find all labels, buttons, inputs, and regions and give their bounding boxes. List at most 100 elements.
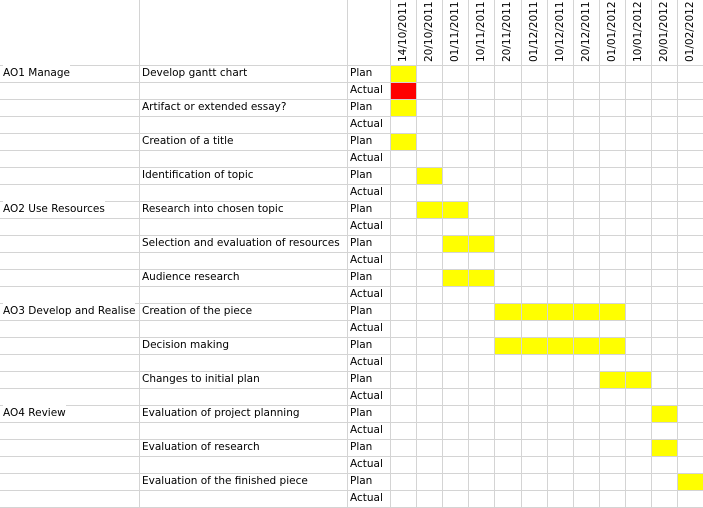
plan-bar bbox=[652, 406, 677, 422]
plan-bar bbox=[469, 270, 494, 286]
row-gridline bbox=[0, 269, 703, 270]
task-label: Identification of topic bbox=[142, 169, 254, 181]
column-gridline bbox=[547, 0, 548, 507]
task-label: Audience research bbox=[142, 271, 240, 283]
column-gridline bbox=[347, 0, 348, 507]
plan-actual-label: Actual bbox=[350, 220, 383, 232]
date-header: 20/12/2011 bbox=[580, 1, 592, 62]
task-label: Changes to initial plan bbox=[142, 373, 260, 385]
row-gridline bbox=[0, 456, 703, 457]
row-gridline bbox=[0, 405, 703, 406]
plan-bar bbox=[391, 134, 416, 150]
objective-label: AO1 Manage bbox=[3, 65, 70, 81]
row-gridline bbox=[0, 286, 703, 287]
plan-bar bbox=[652, 440, 677, 456]
plan-actual-label: Actual bbox=[350, 322, 383, 334]
plan-bar bbox=[626, 372, 651, 388]
plan-bar bbox=[391, 100, 416, 116]
plan-actual-label: Plan bbox=[350, 237, 373, 249]
row-gridline bbox=[0, 82, 703, 83]
plan-actual-label: Plan bbox=[350, 67, 373, 79]
column-gridline bbox=[573, 0, 574, 507]
column-gridline bbox=[625, 0, 626, 507]
plan-bar bbox=[600, 372, 625, 388]
plan-actual-label: Plan bbox=[350, 475, 373, 487]
plan-bar bbox=[600, 304, 625, 320]
plan-bar bbox=[443, 270, 468, 286]
date-header: 20/01/2012 bbox=[658, 1, 670, 62]
plan-actual-label: Actual bbox=[350, 118, 383, 130]
task-label: Decision making bbox=[142, 339, 230, 351]
plan-bar bbox=[495, 304, 521, 320]
row-gridline bbox=[0, 201, 703, 202]
plan-actual-label: Plan bbox=[350, 101, 373, 113]
row-gridline bbox=[0, 354, 703, 355]
plan-bar bbox=[522, 338, 547, 354]
row-gridline bbox=[0, 99, 703, 100]
row-gridline bbox=[0, 116, 703, 117]
plan-actual-label: Plan bbox=[350, 305, 373, 317]
row-gridline bbox=[0, 184, 703, 185]
row-gridline bbox=[0, 235, 703, 236]
plan-actual-label: Actual bbox=[350, 186, 383, 198]
date-header: 20/10/2011 bbox=[423, 1, 435, 62]
plan-actual-label: Actual bbox=[350, 356, 383, 368]
date-header: 01/12/2011 bbox=[528, 1, 540, 62]
plan-bar bbox=[495, 338, 521, 354]
task-label: Evaluation of the finished piece bbox=[142, 475, 308, 487]
plan-bar bbox=[548, 338, 573, 354]
task-label: Develop gantt chart bbox=[142, 67, 248, 79]
task-label: Artifact or extended essay? bbox=[142, 101, 287, 113]
plan-actual-label: Plan bbox=[350, 373, 373, 385]
date-header: 10/01/2012 bbox=[632, 1, 644, 62]
column-gridline bbox=[521, 0, 522, 507]
column-gridline bbox=[390, 0, 391, 507]
row-gridline bbox=[0, 473, 703, 474]
date-header: 10/12/2011 bbox=[554, 1, 566, 62]
task-label: Creation of the piece bbox=[142, 305, 253, 317]
plan-actual-label: Actual bbox=[350, 254, 383, 266]
column-gridline bbox=[442, 0, 443, 507]
plan-actual-label: Plan bbox=[350, 441, 373, 453]
task-label: Evaluation of project planning bbox=[142, 407, 300, 419]
row-gridline bbox=[0, 218, 703, 219]
row-gridline bbox=[0, 422, 703, 423]
row-gridline bbox=[0, 252, 703, 253]
plan-bar bbox=[600, 338, 625, 354]
row-gridline bbox=[0, 337, 703, 338]
objective-label: AO2 Use Resources bbox=[3, 201, 105, 217]
row-gridline bbox=[0, 388, 703, 389]
plan-bar bbox=[678, 474, 703, 490]
plan-actual-label: Plan bbox=[350, 339, 373, 351]
plan-actual-label: Plan bbox=[350, 271, 373, 283]
row-gridline bbox=[0, 490, 703, 491]
plan-bar bbox=[417, 168, 442, 184]
row-gridline bbox=[0, 303, 703, 304]
row-gridline bbox=[0, 167, 703, 168]
row-gridline bbox=[0, 133, 703, 134]
row-gridline bbox=[0, 371, 703, 372]
row-gridline bbox=[0, 439, 703, 440]
plan-actual-label: Actual bbox=[350, 390, 383, 402]
column-gridline bbox=[139, 0, 140, 507]
date-header: 01/02/2012 bbox=[684, 1, 696, 62]
date-header: 01/01/2012 bbox=[606, 1, 618, 62]
plan-bar bbox=[443, 202, 468, 218]
plan-bar bbox=[417, 202, 442, 218]
column-gridline bbox=[468, 0, 469, 507]
plan-actual-label: Actual bbox=[350, 458, 383, 470]
plan-actual-label: Actual bbox=[350, 424, 383, 436]
plan-actual-label: Plan bbox=[350, 407, 373, 419]
plan-bar bbox=[574, 304, 599, 320]
task-label: Research into chosen topic bbox=[142, 203, 284, 215]
plan-bar bbox=[391, 66, 416, 82]
column-gridline bbox=[416, 0, 417, 507]
row-gridline bbox=[0, 65, 703, 66]
plan-actual-label: Actual bbox=[350, 84, 383, 96]
column-gridline bbox=[677, 0, 678, 507]
objective-label: AO4 Review bbox=[3, 405, 66, 421]
date-header: 20/11/2011 bbox=[501, 1, 513, 62]
plan-bar bbox=[469, 236, 494, 252]
plan-actual-label: Plan bbox=[350, 169, 373, 181]
